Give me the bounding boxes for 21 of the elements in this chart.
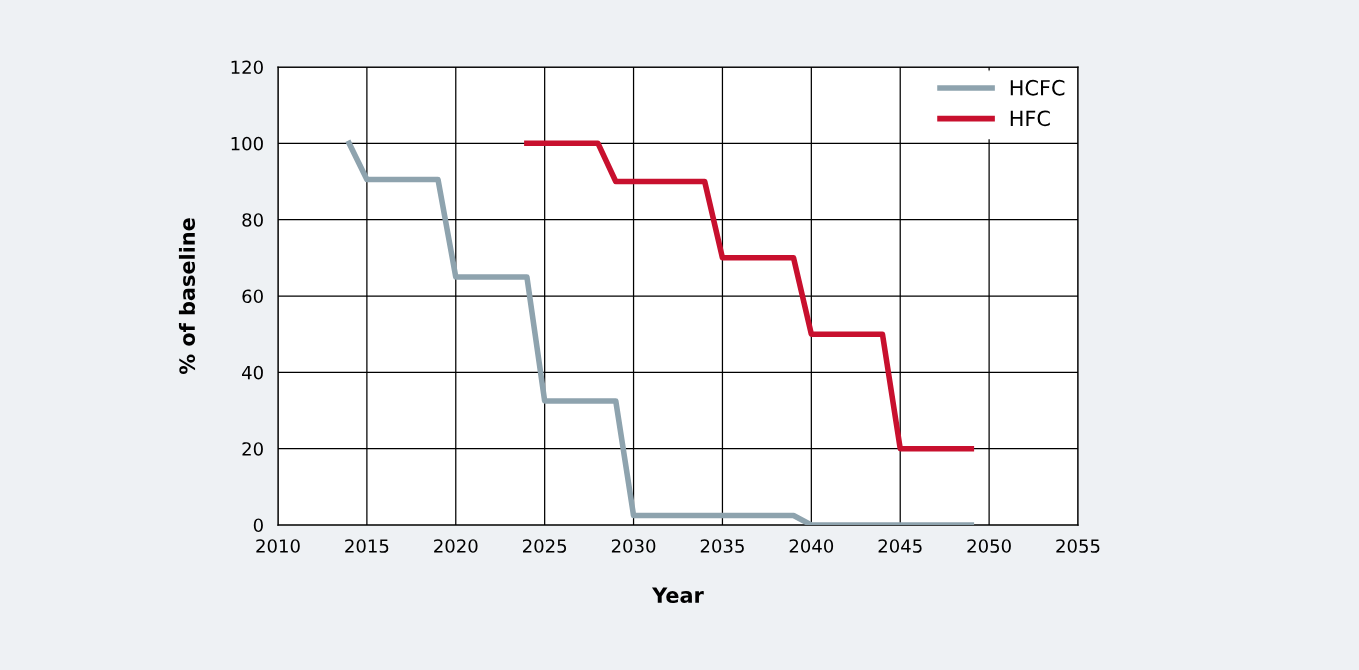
x-tick-label: 2015 (345, 539, 389, 553)
legend-label: HCFC (1010, 79, 1065, 96)
x-tick-label: 2025 (523, 539, 567, 553)
x-tick-label: 2055 (1056, 539, 1100, 553)
x-tick-label: 2020 (434, 539, 478, 553)
y-tick-label: 120 (231, 60, 263, 75)
x-tick-label: 2010 (256, 539, 300, 553)
x-tick-label: 2035 (700, 539, 744, 553)
x-tick-label: 2050 (967, 539, 1011, 553)
y-tick-label: 100 (231, 136, 263, 151)
x-tick-label: 2040 (789, 539, 834, 553)
y-tick-label: 60 (242, 289, 263, 304)
y-axis-title: % of baseline (178, 218, 196, 375)
legend-label: HFC (1010, 110, 1050, 127)
y-tick-label: 20 (242, 442, 263, 456)
x-tick-label: 2045 (878, 539, 922, 553)
x-axis-title: Year (651, 587, 704, 604)
y-tick-label: 80 (242, 213, 263, 227)
y-tick-label: 40 (242, 365, 263, 380)
x-tick-label: 2030 (611, 539, 656, 553)
y-tick-label: 0 (253, 518, 263, 533)
